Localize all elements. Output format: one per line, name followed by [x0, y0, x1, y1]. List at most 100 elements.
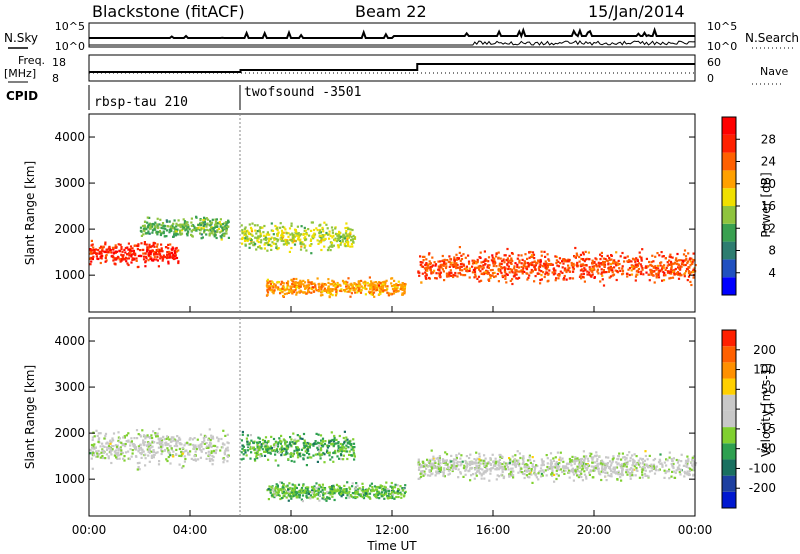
echo-cell	[214, 444, 217, 448]
echo-cell	[577, 476, 580, 479]
echo-cell	[623, 463, 626, 466]
echo-cell	[325, 231, 328, 235]
noise-panel: N.Sky 10^5 10^0 10^5 10^0 N.Search	[4, 20, 799, 53]
echo-cell	[107, 457, 110, 460]
echo-cell	[596, 270, 599, 273]
echo-cell	[216, 436, 219, 439]
echo-cell	[401, 487, 404, 490]
echo-cell	[422, 461, 425, 465]
echo-cell	[626, 460, 629, 463]
echo-cell	[451, 468, 454, 471]
echo-cell	[257, 453, 260, 456]
echo-cell	[418, 477, 422, 480]
echo-cell	[143, 434, 146, 437]
echo-cell	[354, 492, 357, 495]
echo-cell	[552, 459, 555, 463]
echo-cell	[328, 291, 332, 294]
echo-cell	[429, 460, 432, 463]
echo-cell	[676, 262, 679, 265]
echo-cell	[247, 232, 251, 235]
echo-cell	[567, 259, 570, 263]
echo-cell	[644, 474, 647, 477]
echo-cell	[687, 473, 690, 477]
echo-cell	[212, 233, 215, 236]
echo-cell	[555, 469, 558, 472]
echo-cell	[687, 252, 690, 255]
echo-cell	[666, 264, 669, 267]
echo-cell	[600, 255, 603, 258]
echo-cell	[359, 290, 362, 293]
echo-cell	[452, 458, 456, 461]
echo-cell	[223, 233, 226, 236]
echo-cell	[183, 460, 186, 463]
echo-cell	[296, 434, 299, 437]
echo-cell	[521, 272, 524, 275]
echo-cell	[346, 438, 349, 441]
echo-cell	[523, 476, 526, 480]
echo-cell	[511, 271, 514, 274]
echo-cell	[286, 452, 289, 455]
echo-cell	[580, 265, 583, 268]
echo-cell	[669, 276, 672, 280]
echo-cell	[96, 434, 99, 438]
echo-cell	[425, 467, 428, 470]
echo-cell	[468, 262, 471, 265]
echo-cell	[403, 284, 406, 287]
echo-cell	[306, 496, 309, 499]
echo-cell	[670, 272, 673, 275]
echo-cell	[145, 232, 148, 235]
ytick-label: 1000	[54, 472, 85, 486]
echo-cell	[281, 490, 284, 493]
echo-cell	[645, 271, 648, 274]
echo-cell	[594, 257, 597, 260]
echo-cell	[96, 455, 99, 458]
echo-cell	[574, 246, 577, 250]
echo-cell	[333, 436, 336, 439]
echo-cell	[303, 439, 306, 442]
echo-cell	[104, 432, 108, 435]
echo-cell	[354, 291, 357, 294]
echo-cell	[120, 247, 123, 251]
echo-cell	[148, 216, 151, 219]
echo-cell	[334, 227, 337, 230]
echo-cell	[99, 445, 102, 448]
echo-cell	[170, 436, 173, 439]
echo-cell	[91, 438, 94, 441]
echo-cell	[519, 470, 522, 473]
echo-cell	[602, 262, 605, 265]
echo-cell	[545, 265, 548, 268]
echo-cell	[225, 221, 228, 224]
echo-cell	[298, 290, 301, 293]
echo-cell	[315, 487, 318, 490]
echo-cell	[320, 453, 324, 456]
echo-cell	[600, 460, 603, 463]
echo-cell	[486, 272, 489, 275]
echo-cell	[342, 436, 345, 440]
echo-cell	[330, 283, 333, 286]
echo-cell	[328, 237, 331, 240]
echo-cell	[353, 446, 356, 449]
echo-cell	[300, 488, 303, 491]
echo-cell	[580, 263, 583, 266]
echo-cell	[668, 456, 671, 459]
echo-cell	[626, 462, 629, 465]
echo-cell	[269, 238, 272, 241]
echo-cell	[456, 461, 459, 464]
echo-cell	[476, 266, 479, 269]
echo-cell	[260, 453, 263, 456]
echo-cell	[579, 470, 583, 473]
echo-cell	[115, 250, 118, 253]
echo-cell	[142, 248, 145, 251]
echo-cell	[514, 454, 517, 457]
echo-cell	[319, 457, 322, 460]
echo-cell	[277, 286, 280, 289]
echo-cell	[358, 282, 361, 285]
echo-cell	[289, 288, 292, 291]
echo-cell	[653, 281, 656, 284]
echo-cell	[188, 438, 191, 441]
echo-cell	[244, 239, 247, 242]
echo-cell	[166, 251, 169, 254]
echo-cell	[146, 444, 149, 448]
echo-cell	[328, 440, 331, 443]
